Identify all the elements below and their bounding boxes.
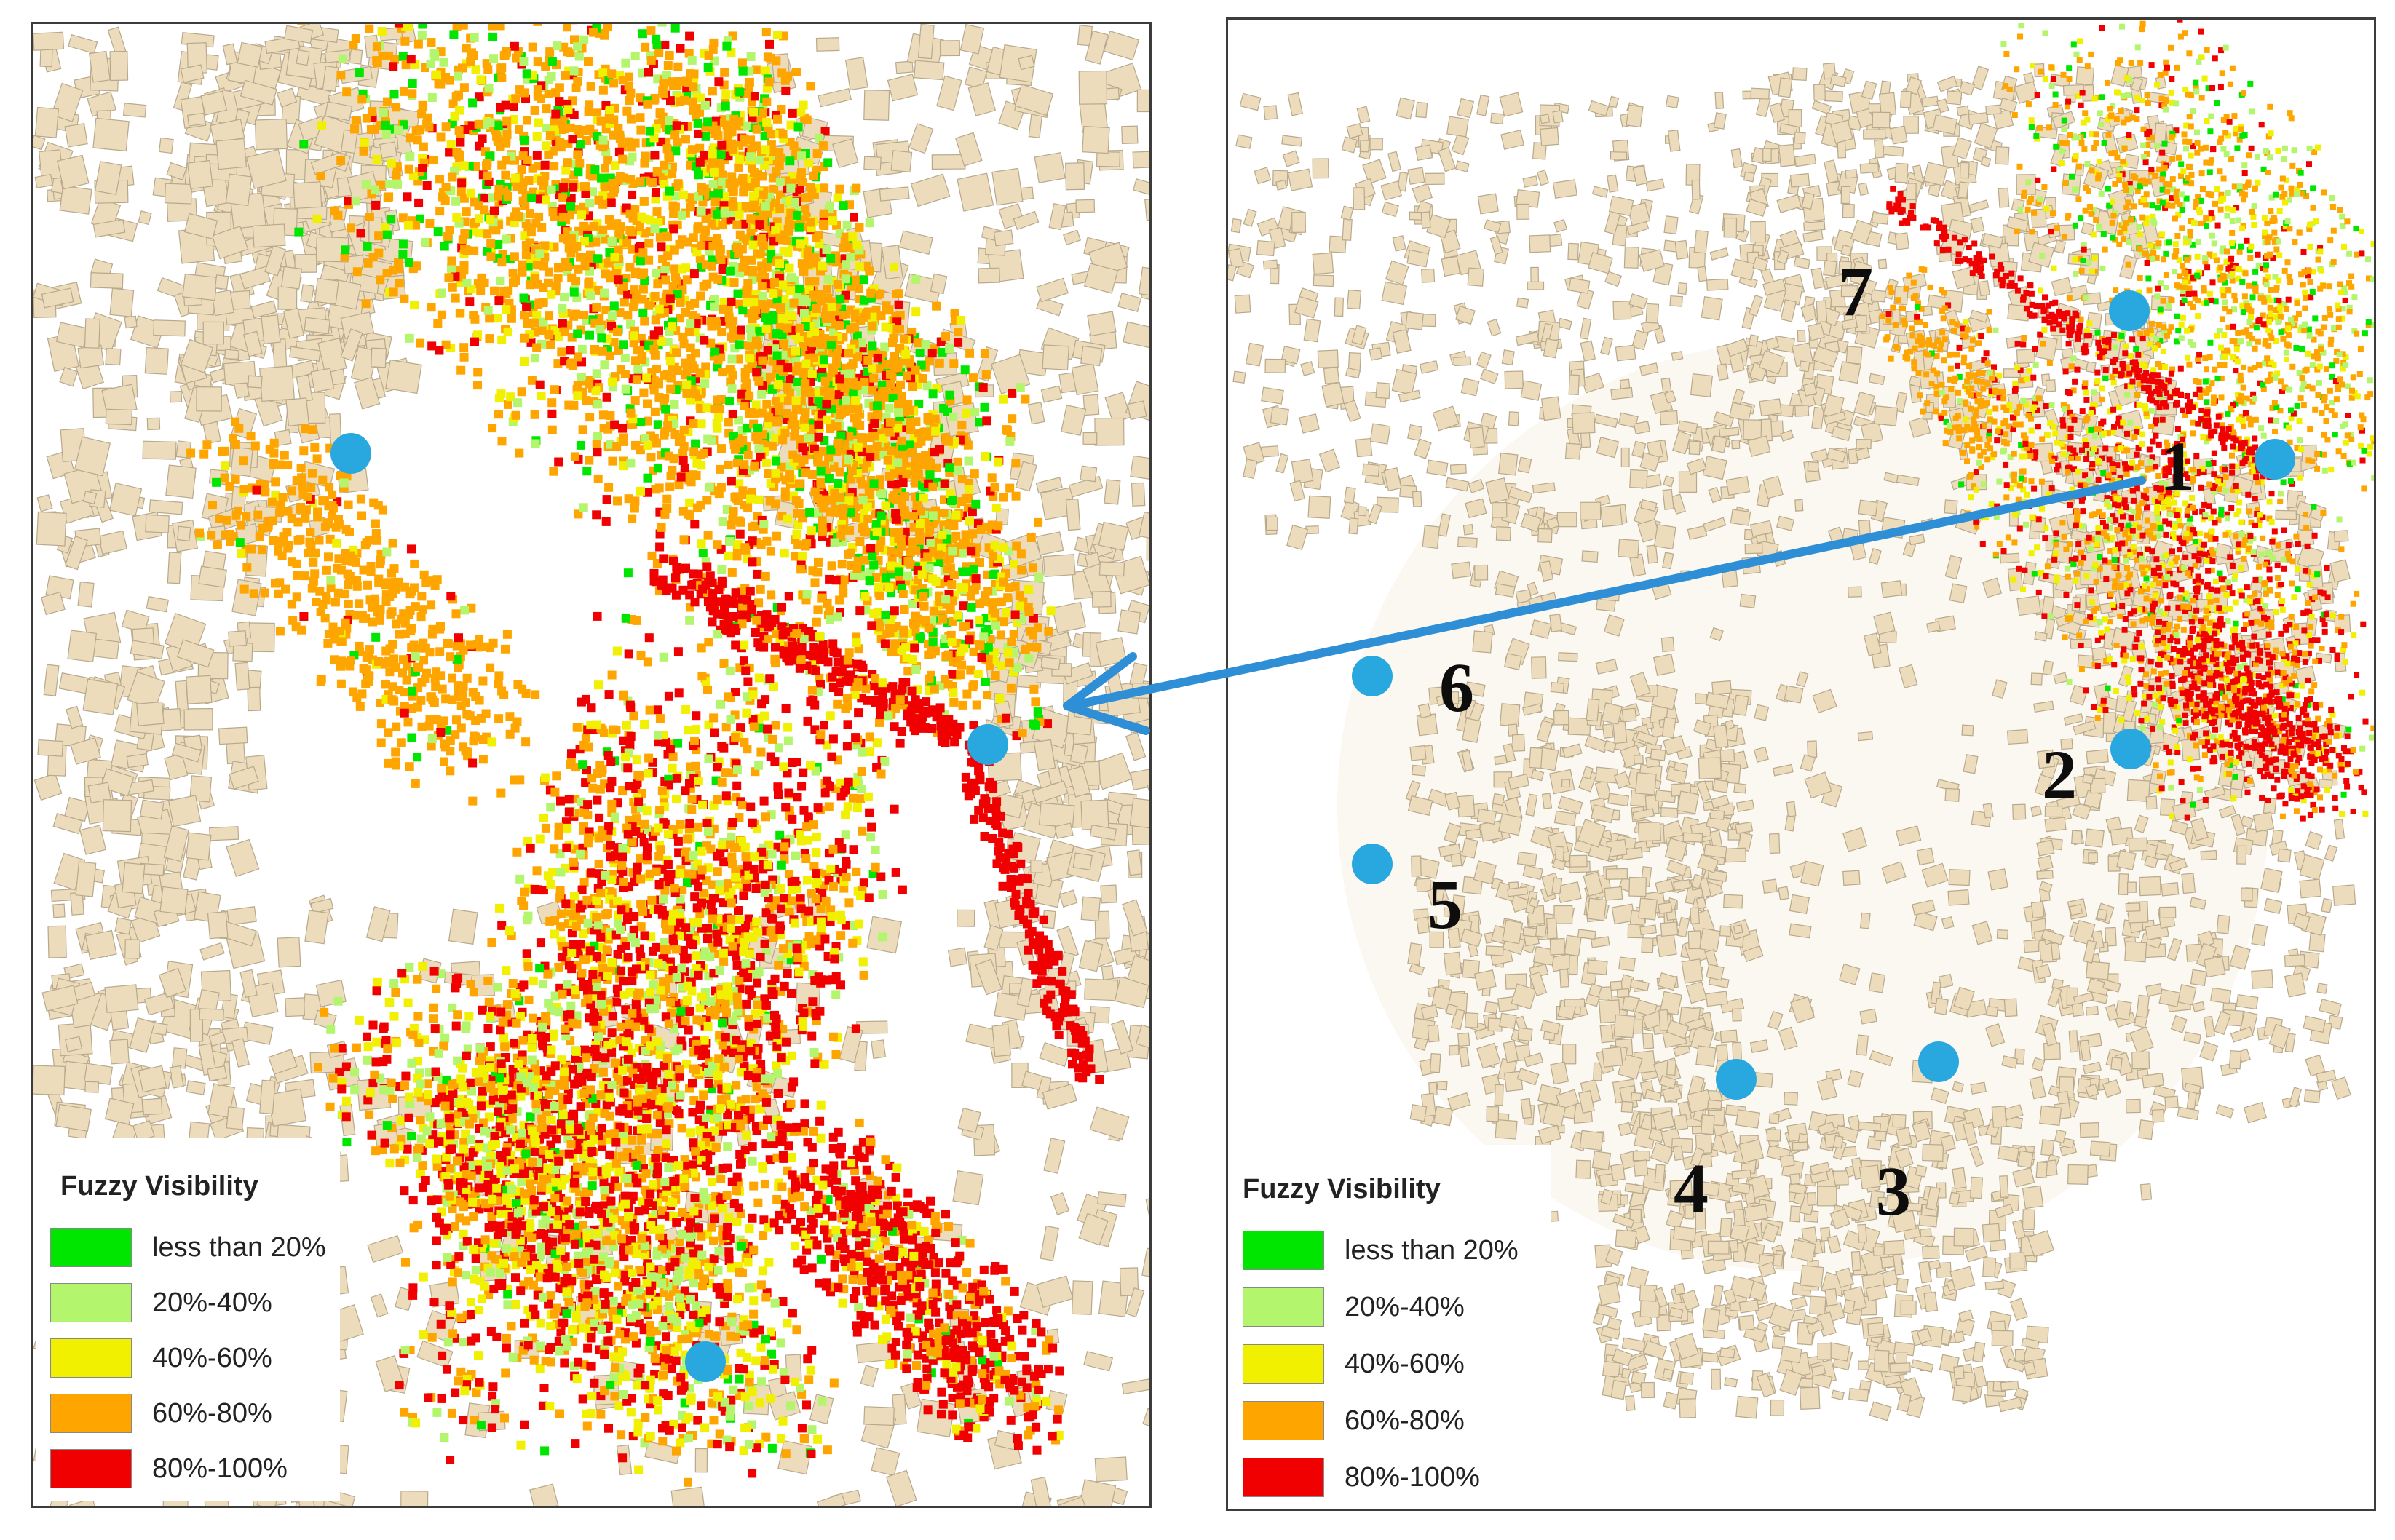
right-legend-swatch-1	[1243, 1287, 1324, 1327]
left-legend-label-1: 20%-40%	[152, 1287, 272, 1318]
site-label-4: 4	[1674, 1149, 1709, 1227]
viewpoint-marker-icon	[2110, 729, 2151, 769]
right-legend-swatch-0	[1243, 1231, 1324, 1270]
left-legend-swatch-3	[50, 1394, 132, 1433]
left-legend-title: Fuzzy Visibility	[60, 1171, 258, 1202]
right-legend-swatch-2	[1243, 1344, 1324, 1384]
left-legend-swatch-0	[50, 1228, 132, 1267]
right-legend-label-2: 40%-60%	[1345, 1349, 1465, 1379]
left-legend: Fuzzy Visibility less than 20% 20%-40% 4…	[36, 1138, 340, 1501]
viewpoint-marker-icon	[2255, 439, 2295, 480]
left-legend-label-0: less than 20%	[152, 1232, 326, 1263]
right-map-panel: Fuzzy Visibility less than 20% 20%-40% 4…	[1226, 17, 2376, 1511]
viewpoint-marker-icon	[330, 433, 371, 474]
right-legend-swatch-3	[1243, 1401, 1324, 1440]
left-legend-label-2: 40%-60%	[152, 1343, 272, 1373]
viewpoint-marker-icon	[1918, 1041, 1959, 1082]
right-legend-title: Fuzzy Visibility	[1243, 1174, 1441, 1204]
viewpoint-marker-icon	[1352, 844, 1393, 884]
site-label-5: 5	[1428, 865, 1462, 943]
right-legend-label-0: less than 20%	[1345, 1235, 1519, 1266]
site-label-1: 1	[2160, 427, 2195, 505]
viewpoint-marker-icon	[967, 724, 1008, 765]
site-label-2: 2	[2042, 736, 2077, 814]
site-label-6: 6	[1439, 648, 1474, 726]
left-legend-label-3: 60%-80%	[152, 1398, 272, 1429]
site-label-3: 3	[1876, 1152, 1911, 1230]
left-legend-label-4: 80%-100%	[152, 1453, 288, 1484]
right-legend-label-4: 80%-100%	[1345, 1462, 1480, 1493]
right-legend-label-3: 60%-80%	[1345, 1405, 1465, 1436]
right-legend-label-1: 20%-40%	[1345, 1292, 1465, 1322]
left-legend-swatch-4	[50, 1449, 132, 1488]
viewpoint-marker-icon	[1716, 1059, 1757, 1100]
viewpoint-marker-icon	[1352, 656, 1393, 696]
left-legend-swatch-1	[50, 1283, 132, 1322]
left-legend-swatch-2	[50, 1338, 132, 1378]
site-label-7: 7	[1838, 253, 1873, 330]
right-map-canvas	[1228, 20, 2374, 1421]
viewpoint-marker-icon	[2109, 290, 2150, 331]
viewpoint-marker-icon	[685, 1341, 726, 1382]
right-legend: Fuzzy Visibility less than 20% 20%-40% 4…	[1231, 1145, 1551, 1506]
left-map-panel: Fuzzy Visibility less than 20% 20%-40% 4…	[31, 22, 1152, 1508]
right-legend-swatch-4	[1243, 1458, 1324, 1497]
